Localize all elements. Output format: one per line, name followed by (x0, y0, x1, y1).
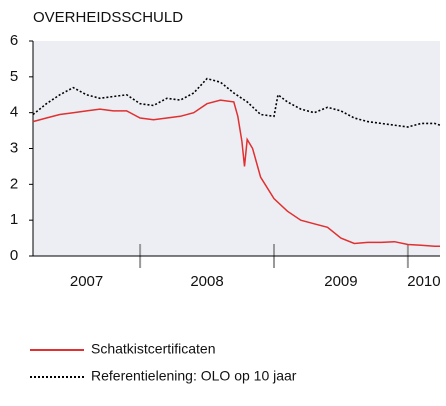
x-tick-label: 2008 (190, 273, 223, 290)
chart-title: OVERHEIDSSCHULD (33, 9, 183, 26)
legend-label: Referentielening: OLO op 10 jaar (91, 368, 297, 384)
y-tick-label: 0 (10, 247, 18, 264)
y-tick-label: 1 (10, 211, 18, 228)
series-line (32, 99, 440, 248)
plot-background (33, 41, 440, 256)
y-tick-label: 5 (10, 68, 18, 85)
y-tick-label: 6 (10, 32, 18, 49)
x-tick-label: 2009 (324, 273, 357, 290)
x-tick-label: 2010 (407, 273, 440, 290)
y-tick-label: 3 (10, 139, 18, 156)
legend-label: Schatkistcertificaten (91, 341, 216, 357)
y-tick-label: 2 (10, 175, 18, 192)
series-line (32, 77, 441, 128)
x-tick-label: 2007 (70, 273, 103, 290)
y-tick-label: 4 (10, 104, 18, 121)
